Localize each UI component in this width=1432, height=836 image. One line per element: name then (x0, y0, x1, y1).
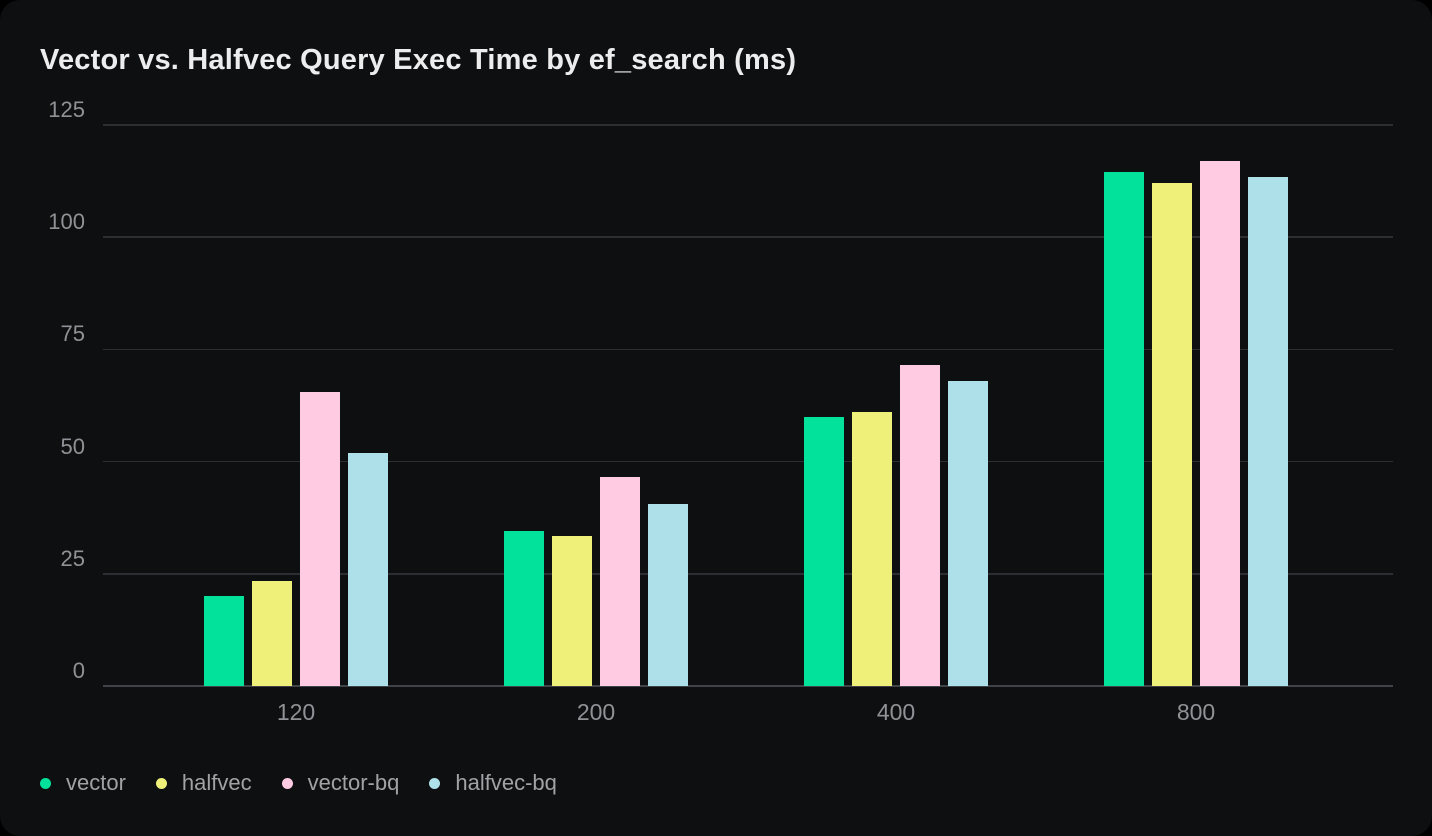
legend-dot-vector-bq (281, 777, 293, 789)
legend-item-vector[interactable]: vector (40, 770, 126, 796)
legend-dot-vector (40, 777, 51, 789)
x-tick-label-120: 120 (276, 699, 316, 725)
gridline-y-50 (103, 460, 1393, 463)
y-tick-label-0: 0 (72, 658, 85, 683)
x-axis-labels: 120 200 400 800 (146, 699, 1346, 726)
legend-item-halfvec[interactable]: halfvec (155, 770, 252, 796)
y-tick-label-100: 100 (48, 209, 85, 235)
bar-halfvec-bq-800[interactable] (1248, 176, 1288, 686)
gridline-y-0 (103, 685, 1393, 687)
bar-vector-bq-800[interactable] (1200, 160, 1240, 686)
bar-vector-bq-200[interactable] (600, 477, 640, 686)
legend-item-halfvec-bq[interactable]: halfvec-bq (429, 770, 557, 796)
chart-title: Vector vs. Halfvec Query Exec Time by ef… (40, 44, 797, 76)
bar-group-800 (1046, 125, 1346, 686)
bar-halfvec-bq-120[interactable] (348, 452, 388, 686)
y-tick-label-50: 50 (60, 433, 85, 459)
y-tick-label-125: 125 (48, 97, 85, 122)
bar-vector-bq-120[interactable] (300, 392, 340, 686)
bar-groups (146, 125, 1346, 686)
bar-vector-120[interactable] (204, 596, 244, 686)
bar-vector-200[interactable] (504, 531, 544, 686)
bar-group-120 (146, 125, 446, 686)
gridline-y-25 (103, 573, 1393, 575)
legend: vector halfvec vector-bq halfvec-bq (40, 770, 557, 796)
bar-vector-400[interactable] (804, 416, 844, 686)
gridline-y-125 (103, 124, 1393, 126)
x-tick-label-400: 400 (876, 699, 916, 725)
x-tick-label-200: 200 (576, 699, 616, 725)
y-tick-label-25: 25 (60, 545, 85, 571)
legend-item-vector-bq[interactable]: vector-bq (281, 770, 400, 796)
legend-label-vector: vector (66, 770, 126, 795)
bar-group-400 (746, 125, 1046, 686)
legend-dot-halfvec (155, 777, 167, 789)
bar-halfvec-400[interactable] (852, 412, 892, 686)
legend-dot-halfvec-bq (429, 777, 441, 789)
plot-area (103, 124, 1393, 687)
gridline-y-75 (103, 348, 1393, 351)
bar-halfvec-800[interactable] (1152, 183, 1192, 686)
bar-halfvec-120[interactable] (252, 580, 292, 686)
bar-halfvec-bq-400[interactable] (948, 380, 988, 686)
bar-halfvec-200[interactable] (552, 535, 592, 686)
gridline-y-100 (103, 236, 1393, 238)
y-axis-labels: 0 25 50 75 100 125 (0, 97, 85, 686)
legend-label-halfvec-bq: halfvec-bq (455, 770, 557, 795)
x-tick-label-800: 800 (1176, 699, 1216, 725)
bar-group-200 (446, 125, 746, 686)
legend-label-vector-bq: vector-bq (307, 770, 400, 795)
legend-label-halfvec: halfvec (181, 770, 252, 795)
bar-vector-800[interactable] (1104, 172, 1144, 686)
y-tick-label-75: 75 (60, 321, 85, 347)
bar-vector-bq-400[interactable] (900, 365, 940, 686)
bar-halfvec-bq-200[interactable] (648, 504, 688, 686)
